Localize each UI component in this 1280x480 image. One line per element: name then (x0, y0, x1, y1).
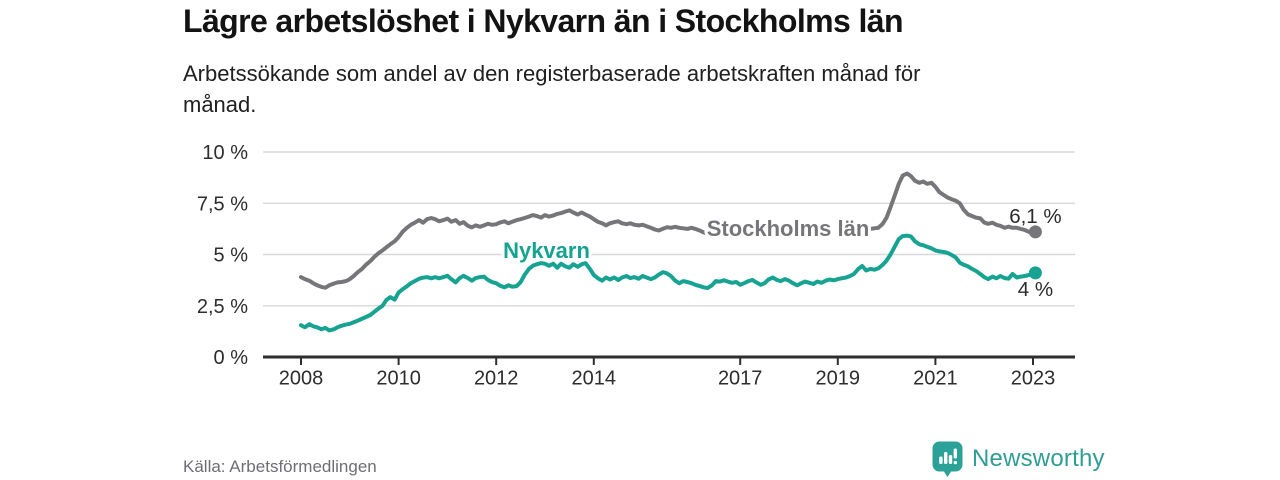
end-dot (1028, 225, 1042, 239)
series-line (860, 171, 1038, 234)
x-axis-tick-label: 2008 (279, 368, 324, 390)
bar-chart-speech-bubble-icon (932, 441, 963, 477)
newsworthy-logo: Newsworthy (932, 440, 1105, 478)
y-axis-tick-label: 5 % (214, 245, 249, 267)
page-subtitle: Arbetssökande som andel av den registerb… (183, 61, 921, 117)
x-axis-tick-label: 2023 (1011, 368, 1056, 390)
x-axis-tick-label: 2012 (474, 368, 519, 390)
x-axis: 2008 2010 2012 2014 2017 2019 2021 2023 (263, 355, 1075, 390)
series-nykvarn: 4 % Nykvarn (299, 233, 1053, 333)
series-line (299, 208, 711, 290)
end-dot (1028, 266, 1042, 280)
x-axis-tick-label: 2017 (718, 368, 763, 390)
series-label: Nykvarn (503, 238, 590, 263)
x-axis-tick-label: 2014 (572, 368, 617, 390)
y-axis-tick-label: 0 % (214, 347, 249, 369)
series-label: Stockholms län (707, 216, 870, 241)
series-line (299, 233, 1038, 333)
source-note: Källa: Arbetsförmedlingen (183, 457, 377, 476)
page-title: Lägre arbetslöshet i Nykvarn än i Stockh… (183, 3, 903, 39)
gridlines (263, 151, 1075, 307)
y-axis-tick-label: 2,5 % (197, 296, 248, 318)
series-stockholms-lan: 6,1 % Stockholms län (299, 171, 1062, 290)
end-value-label: 4 % (1018, 278, 1053, 301)
y-axis-tick-label: 10 % (202, 142, 248, 164)
x-axis-tick-label: 2019 (816, 368, 861, 390)
y-axis-tick-label: 7,5 % (197, 193, 248, 215)
end-value-label: 6,1 % (1009, 205, 1061, 228)
newsworthy-logo-text: Newsworthy (972, 445, 1105, 472)
x-axis-tick-label: 2010 (376, 368, 421, 390)
x-axis-tick-label: 2021 (913, 368, 958, 390)
y-axis-labels: 0 % 2,5 % 5 % 7,5 % 10 % (197, 142, 248, 369)
